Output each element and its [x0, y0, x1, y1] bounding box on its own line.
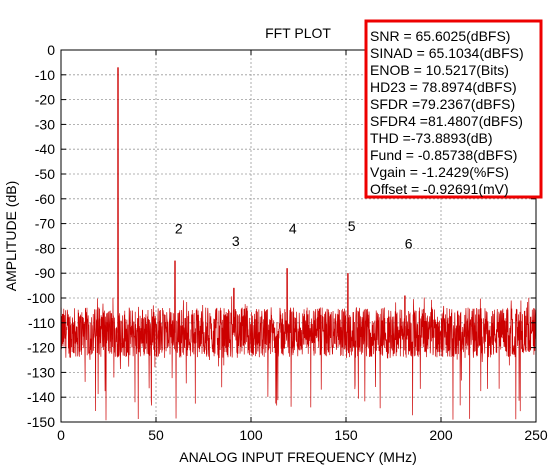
stats-box-frame [364, 19, 543, 199]
stats-fund: Fund = -0.85738(dBFS) [370, 147, 517, 163]
harmonic-label: 2 [175, 221, 183, 237]
y-tick-label: -110 [28, 315, 55, 331]
y-tick-label: -130 [27, 364, 55, 380]
x-axis-title: ANALOG INPUT FREQUENCY (MHz) [179, 449, 417, 465]
grid-lines [61, 50, 536, 422]
harmonic-label: 4 [289, 221, 297, 237]
harmonic-label: 5 [348, 218, 356, 234]
y-tick-label: -140 [27, 389, 55, 405]
stats-sfdr: SFDR =79.2367(dBFS) [370, 96, 515, 112]
y-tick-label: -70 [35, 216, 55, 232]
harmonic-labels: 2 3 4 5 6 [175, 218, 413, 251]
axis-ticks: 0 -10 -20 -30 -40 -50 -60 -70 -80 -90 -100 -110 -120… [27, 42, 548, 443]
y-tick-label: -50 [35, 166, 55, 182]
stats-box: SNR = 65.6025(dBFS) SINAD = 65.1034(dBFS… [364, 19, 543, 199]
y-tick-label: -60 [35, 191, 55, 207]
stats-offset: Offset = -0.92691(mV) [370, 181, 509, 197]
y-tick-label: -90 [35, 265, 55, 281]
stats-sinad: SINAD = 65.1034(dBFS) [370, 45, 524, 61]
y-tick-label: -100 [27, 290, 55, 306]
chart-title: FFT PLOT [265, 25, 331, 41]
stats-hd23: HD23 = 78.8974(dBFS) [370, 79, 517, 95]
spectrum-series [60, 67, 537, 421]
y-tick-label: -40 [35, 141, 55, 157]
y-tick-label: 0 [47, 42, 55, 58]
stats-vgain: Vgain = -1.2429(%FS) [370, 164, 509, 180]
y-tick-label: -120 [27, 340, 55, 356]
y-tick-label: -30 [35, 116, 55, 132]
harmonic-label: 6 [405, 235, 413, 251]
stats-enob: ENOB = 10.5217(Bits) [370, 62, 509, 78]
plot-frame [60, 49, 537, 423]
y-tick-label: -80 [35, 240, 55, 256]
x-tick-label: 250 [524, 427, 548, 443]
stats-sfdr4: SFDR4 =81.4807(dBFS) [370, 113, 523, 129]
harmonic-label: 3 [232, 233, 240, 249]
x-tick-label: 50 [148, 427, 164, 443]
spectrum-trace [60, 67, 537, 421]
y-tick-label: -10 [35, 67, 55, 83]
stats-snr: SNR = 65.6025(dBFS) [370, 28, 510, 44]
y-tick-label: -20 [35, 92, 55, 108]
x-tick-label: 150 [334, 427, 358, 443]
stats-thd: THD =-73.8893(dB) [370, 130, 493, 146]
x-tick-label: 200 [429, 427, 453, 443]
x-tick-label: 100 [239, 427, 263, 443]
y-axis-title: AMPLITUDE (dB) [3, 181, 19, 291]
y-tick-label: -150 [27, 414, 55, 430]
x-tick-label: 0 [57, 427, 65, 443]
